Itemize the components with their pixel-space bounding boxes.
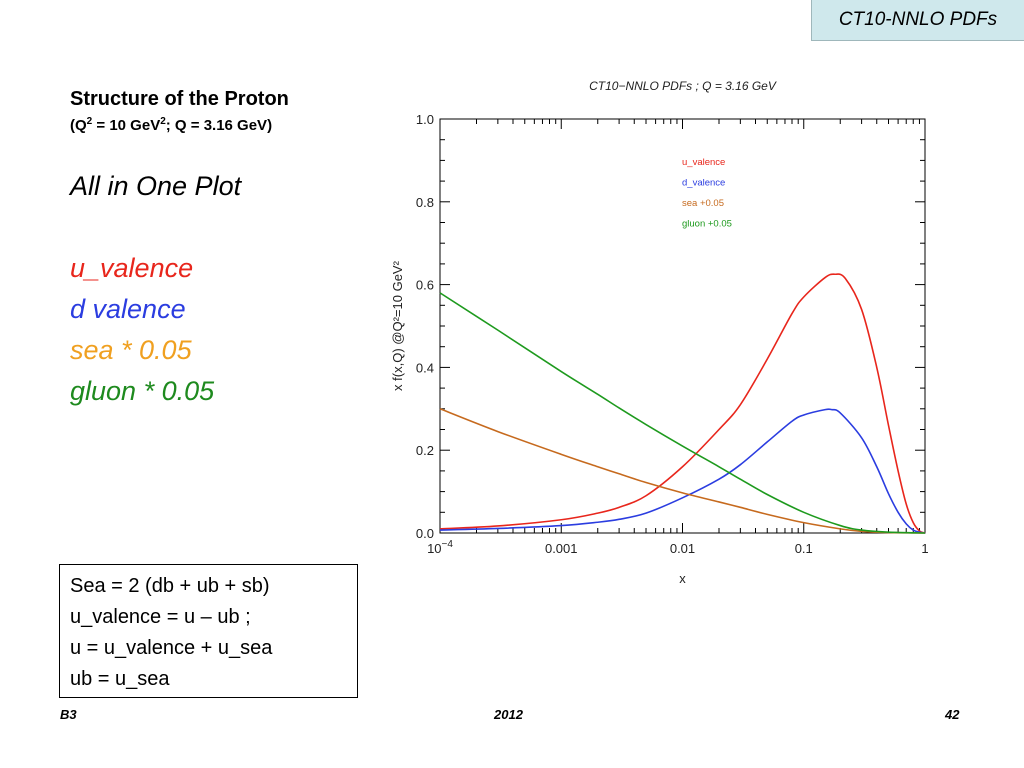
y-tick-label: 0.0: [416, 526, 434, 541]
slide-title: Structure of the Proton: [70, 88, 289, 110]
list-heading: All in One Plot: [70, 171, 242, 201]
list-spacer: [70, 207, 241, 248]
chart-title: CT10−NNLO PDFs ; Q = 3.16 GeV: [589, 79, 777, 93]
note-line: ub = u_sea: [70, 668, 170, 690]
footer-center: 2012: [494, 707, 523, 722]
list-item-gluon: gluon * 0.05: [70, 376, 215, 406]
title-block: Structure of the Proton (Q2 = 10 GeV2; Q…: [70, 86, 390, 136]
x-tick-label: 10−4: [427, 539, 453, 556]
x-tick-label: 0.1: [795, 541, 813, 556]
list-item-u-valence: u_valence: [70, 253, 194, 283]
list-item-d-valence: d valence: [70, 294, 186, 324]
y-tick-label: 1.0: [416, 112, 434, 127]
series-line-sea-0-05: [439, 408, 926, 534]
note-line: u = u_valence + u_sea: [70, 637, 273, 659]
y-tick-label: 0.2: [416, 443, 434, 458]
y-tick-label: 0.4: [416, 360, 434, 375]
note-line: Sea = 2 (db + ub + sb): [70, 575, 270, 597]
series-line-d-valence: [439, 408, 926, 534]
y-axis-label: x f(x,Q) @Q²=10 GeV²: [390, 260, 405, 391]
series-list: All in One Plot u_valence d valence sea …: [70, 166, 241, 412]
x-tick-label: 1: [921, 541, 928, 556]
note-line: u_valence = u – ub ;: [70, 606, 251, 628]
slide-subtitle: (Q2 = 10 GeV2; Q = 3.16 GeV): [70, 116, 273, 134]
y-tick-label: 0.6: [416, 278, 434, 293]
series-line-u-valence: [439, 273, 926, 534]
series-line-gluon-0-05: [439, 292, 926, 534]
x-tick-label: 0.001: [545, 541, 578, 556]
legend-entry-sea-0-05: sea +0.05: [682, 198, 724, 209]
legend-entry-u-valence: u_valence: [682, 157, 725, 168]
list-item-sea: sea * 0.05: [70, 335, 192, 365]
legend-entry-d-valence: d_valence: [682, 178, 725, 189]
footer-left: B3: [60, 707, 77, 722]
definitions-box: Sea = 2 (db + ub + sb) u_valence = u – u…: [59, 564, 358, 698]
legend-entry-gluon-0-05: gluon +0.05: [682, 219, 732, 230]
y-tick-label: 0.8: [416, 195, 434, 210]
pdf-chart: CT10−NNLO PDFs ; Q = 3.16 GeV 10−4 0.001 0.…: [390, 79, 929, 586]
x-tick-label: 0.01: [670, 541, 695, 556]
x-axis-label: x: [679, 571, 686, 586]
slide-corner-label: CT10-NNLO PDFs: [811, 0, 1024, 41]
footer-right: 42: [945, 707, 960, 722]
